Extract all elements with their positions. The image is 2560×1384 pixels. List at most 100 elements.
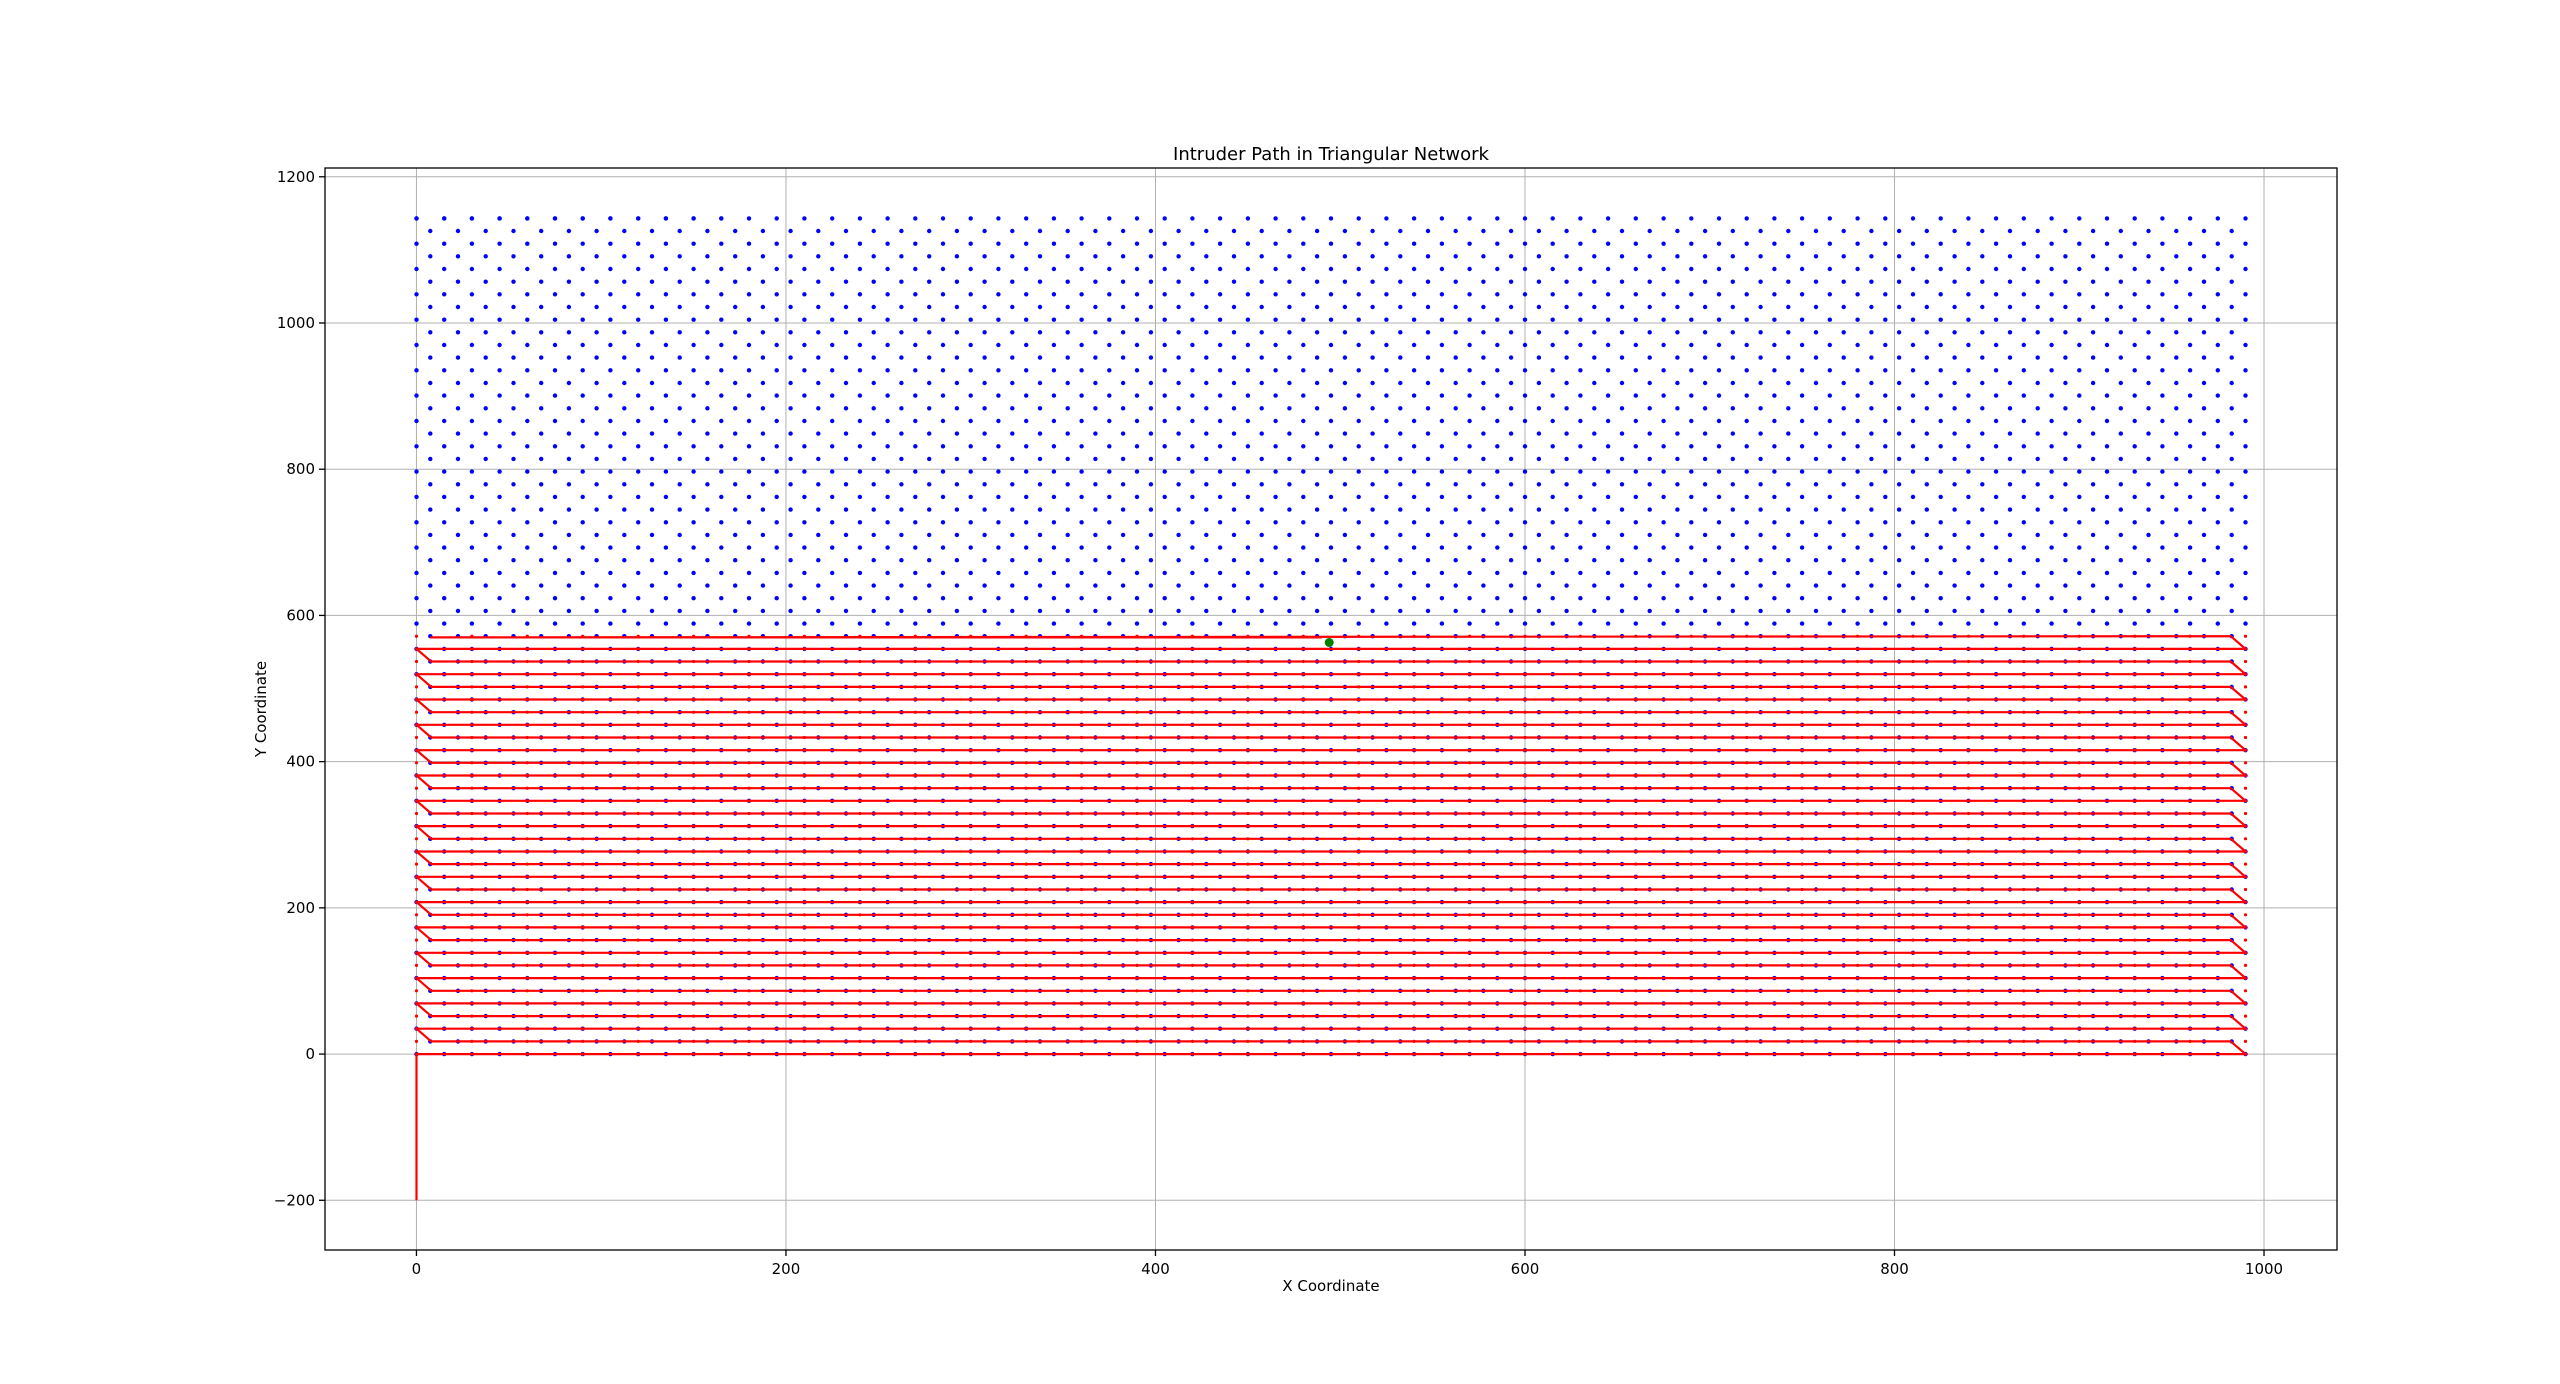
path-node bbox=[1412, 1001, 1416, 1006]
path-node bbox=[1024, 1001, 1028, 1006]
path-node bbox=[1745, 951, 1749, 955]
sensor-node bbox=[802, 292, 807, 297]
sensor-node bbox=[497, 418, 502, 424]
sensor-node bbox=[2146, 355, 2151, 360]
sensor-node bbox=[1855, 621, 1860, 626]
sensor-node bbox=[1453, 558, 1458, 563]
sensor-node bbox=[1314, 406, 1320, 411]
sensor-node bbox=[1411, 520, 1417, 525]
sensor-node bbox=[1564, 380, 1569, 386]
sensor-node bbox=[1619, 380, 1625, 386]
sensor-node bbox=[1758, 304, 1763, 310]
path-node bbox=[1135, 875, 1139, 879]
sensor-node bbox=[1231, 254, 1237, 259]
sensor-node bbox=[1079, 444, 1084, 449]
path-node bbox=[1080, 951, 1084, 955]
sensor-node bbox=[469, 317, 475, 322]
sensor-node bbox=[871, 304, 876, 310]
sensor-node bbox=[1702, 482, 1708, 487]
sensor-node bbox=[1758, 456, 1763, 462]
sensor-node bbox=[774, 621, 779, 626]
path-node bbox=[1024, 900, 1028, 904]
sensor-node bbox=[788, 254, 793, 259]
sensor-node bbox=[1231, 431, 1237, 436]
sensor-node bbox=[1287, 608, 1292, 614]
sensor-node bbox=[2077, 621, 2082, 626]
sensor-node bbox=[1495, 596, 1500, 601]
sensor-node bbox=[885, 241, 890, 246]
sensor-node bbox=[885, 342, 890, 348]
path-node bbox=[1911, 900, 1915, 904]
sensor-node bbox=[1841, 456, 1846, 462]
sensor-node bbox=[830, 494, 835, 500]
sensor-node bbox=[1550, 444, 1555, 449]
sensor-node bbox=[1675, 380, 1680, 386]
sensor-node bbox=[511, 608, 516, 614]
sensor-node bbox=[414, 520, 419, 525]
sensor-node bbox=[691, 444, 696, 449]
sensor-node bbox=[2132, 342, 2137, 348]
sensor-node bbox=[802, 469, 807, 474]
sensor-node bbox=[1328, 418, 1334, 424]
path-node bbox=[1080, 1052, 1084, 1056]
path-node bbox=[913, 976, 917, 980]
path-node bbox=[2077, 925, 2081, 930]
sensor-node bbox=[1190, 545, 1195, 550]
sensor-node bbox=[1689, 342, 1694, 348]
sensor-node bbox=[1966, 292, 1971, 297]
path-node bbox=[581, 976, 585, 980]
sensor-node bbox=[1287, 532, 1292, 538]
sensor-node bbox=[1896, 304, 1902, 310]
sensor-node bbox=[1841, 608, 1846, 614]
sensor-node bbox=[2021, 216, 2027, 221]
sensor-node bbox=[2229, 507, 2234, 512]
sensor-node bbox=[830, 393, 835, 398]
sensor-node bbox=[428, 330, 433, 335]
sensor-node bbox=[1966, 317, 1971, 322]
path-node bbox=[1190, 989, 1194, 993]
sensor-node bbox=[788, 279, 793, 284]
sensor-node bbox=[760, 558, 766, 563]
sensor-node bbox=[1578, 342, 1583, 348]
sensor-node bbox=[566, 507, 572, 512]
sensor-node bbox=[1481, 355, 1486, 360]
sensor-node bbox=[1453, 431, 1458, 436]
sensor-node bbox=[1661, 317, 1666, 322]
sensor-node bbox=[1883, 596, 1888, 601]
sensor-node bbox=[1536, 507, 1542, 512]
sensor-node bbox=[843, 532, 849, 538]
path-node bbox=[525, 900, 529, 904]
sensor-node bbox=[497, 621, 502, 626]
sensor-node bbox=[857, 444, 863, 449]
sensor-node bbox=[774, 444, 779, 449]
sensor-node bbox=[996, 494, 1001, 500]
path-node bbox=[1578, 976, 1582, 980]
sensor-node bbox=[2187, 317, 2193, 322]
sensor-node bbox=[1259, 380, 1264, 386]
path-node bbox=[470, 900, 474, 904]
sensor-node bbox=[1716, 241, 1722, 246]
sensor-node bbox=[1037, 507, 1043, 512]
sensor-node bbox=[2243, 342, 2248, 348]
sensor-node bbox=[1619, 558, 1625, 563]
path-node bbox=[1856, 1001, 1860, 1006]
sensor-node bbox=[2174, 380, 2179, 386]
sensor-node bbox=[1758, 532, 1763, 538]
sensor-node bbox=[2187, 545, 2193, 550]
sensor-node bbox=[1398, 482, 1403, 487]
sensor-node bbox=[871, 355, 876, 360]
path-node bbox=[802, 913, 807, 917]
sensor-node bbox=[1398, 228, 1403, 234]
sensor-node bbox=[1231, 583, 1237, 588]
sensor-node bbox=[1592, 330, 1597, 335]
sensor-node bbox=[774, 368, 779, 373]
sensor-node bbox=[1924, 583, 1930, 588]
sensor-node bbox=[1231, 279, 1237, 284]
path-node bbox=[2077, 963, 2081, 968]
sensor-node bbox=[1883, 216, 1888, 221]
sensor-node bbox=[830, 342, 835, 348]
sensor-node bbox=[2077, 570, 2082, 576]
sensor-node bbox=[968, 444, 973, 449]
sensor-node bbox=[1869, 279, 1874, 284]
sensor-node bbox=[885, 621, 890, 626]
